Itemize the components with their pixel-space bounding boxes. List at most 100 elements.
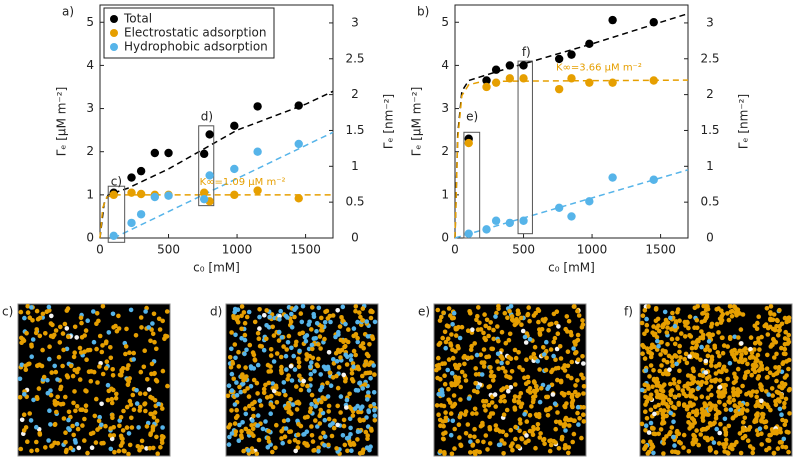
y2-axis-label: Γₑ [nm⁻²]: [382, 94, 396, 149]
particle: [735, 387, 741, 392]
particle: [83, 408, 89, 414]
particle: [663, 317, 669, 323]
particle: [750, 389, 756, 394]
particle: [283, 426, 289, 431]
particle: [99, 401, 104, 407]
particle: [104, 339, 109, 345]
particle: [531, 313, 537, 318]
particle: [518, 421, 523, 426]
particle: [671, 404, 676, 410]
particle: [492, 392, 498, 397]
particle: [458, 411, 464, 416]
particle: [746, 390, 752, 396]
particle: [682, 319, 688, 325]
particle: [515, 311, 521, 317]
particle: [322, 320, 328, 325]
particle: [768, 407, 773, 413]
particle: [289, 345, 294, 351]
particle: [727, 304, 733, 309]
particle: [309, 327, 314, 332]
particle: [653, 306, 659, 311]
particle: [706, 387, 711, 392]
particle: [242, 351, 247, 357]
particle: [545, 394, 551, 400]
particle: [655, 338, 660, 344]
particle: [127, 398, 133, 404]
particle: [469, 355, 474, 360]
particle: [569, 400, 575, 406]
particle: [512, 407, 518, 412]
particle: [243, 411, 249, 417]
particle: [462, 412, 468, 417]
particle: [694, 355, 700, 360]
particle: [106, 330, 112, 335]
particle: [529, 404, 534, 409]
particle: [54, 409, 59, 415]
particle: [29, 305, 34, 310]
particle: [288, 364, 294, 369]
particle: [292, 314, 297, 320]
particle: [372, 413, 378, 419]
particle: [734, 351, 739, 356]
particle: [19, 417, 25, 423]
particle: [668, 392, 674, 398]
particle: [655, 392, 660, 397]
particle: [516, 319, 521, 324]
x-tick-label: 1500: [645, 243, 676, 257]
particle: [758, 360, 763, 366]
particle: [368, 444, 373, 450]
particle: [294, 384, 299, 389]
particle: [255, 362, 261, 368]
particle: [539, 386, 544, 391]
particle: [235, 413, 240, 419]
particle: [502, 310, 508, 316]
particle: [481, 439, 486, 445]
particle: [546, 384, 552, 390]
particle: [34, 327, 39, 332]
particle: [764, 366, 770, 372]
particle: [672, 323, 678, 329]
particle: [700, 311, 705, 316]
particle: [648, 407, 654, 413]
particle: [319, 399, 324, 405]
particle: [139, 325, 144, 330]
particle: [699, 379, 705, 385]
particle: [295, 399, 301, 405]
particle: [78, 315, 84, 321]
particle: [239, 374, 245, 380]
highlight-box: [463, 131, 481, 239]
particle: [271, 388, 277, 394]
particle: [575, 337, 581, 343]
particle: [771, 336, 776, 342]
particle: [716, 389, 721, 395]
particle: [651, 368, 656, 373]
particle: [659, 363, 664, 368]
particle: [154, 346, 159, 352]
particle: [532, 380, 537, 386]
particle: [340, 318, 346, 323]
particle: [68, 445, 74, 451]
particle: [312, 369, 317, 374]
particle: [50, 443, 55, 448]
snapshot-label: c): [2, 305, 13, 319]
particle: [36, 363, 41, 368]
particle: [641, 344, 647, 350]
particle: [694, 428, 699, 433]
particle: [777, 307, 782, 313]
particle: [661, 451, 666, 456]
particle: [348, 353, 354, 358]
particle: [787, 411, 792, 416]
y2-tick-label: 3: [351, 15, 359, 29]
x-tick-label: 500: [512, 243, 535, 257]
particle: [513, 424, 518, 430]
particle: [160, 425, 165, 430]
particle: [360, 306, 366, 311]
particle: [713, 450, 719, 455]
particle: [25, 439, 30, 445]
data-point: [505, 61, 515, 70]
particle: [736, 335, 741, 340]
particle: [664, 402, 669, 407]
particle: [78, 407, 83, 413]
x-tick-label: 1500: [290, 243, 321, 257]
particle: [442, 373, 447, 379]
